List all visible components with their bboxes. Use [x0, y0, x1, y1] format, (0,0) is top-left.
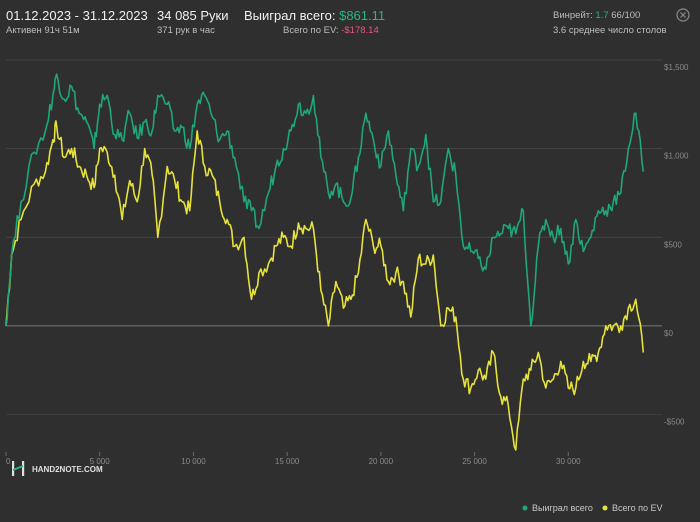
series-line-won	[5, 73, 645, 327]
hands-count: 34 085 Руки	[157, 8, 229, 23]
x-tick-label: 30 000	[556, 457, 581, 466]
x-tick-label: 25 000	[462, 457, 487, 466]
legend-swatch-won	[522, 505, 528, 511]
ev-total-value: -$178.14	[341, 25, 379, 36]
x-axis: 0 5 000 10 000 15 000 20 000 25 000 30 000	[5, 452, 581, 466]
hand2note-logo: HAND2NOTE.COM	[12, 461, 103, 476]
legend-swatch-ev	[602, 505, 608, 511]
x-tick-label: 15 000	[275, 457, 300, 466]
x-tick-label: 10 000	[181, 457, 206, 466]
ev-total: Всего по EV: -$178.14	[283, 25, 379, 36]
won-total-label: Выиграл всего:	[244, 8, 336, 23]
date-range[interactable]: 01.12.2023 - 31.12.2023	[6, 8, 148, 23]
won-total-value: $861.11	[339, 8, 386, 23]
won-total: Выиграл всего: $861.11	[244, 8, 385, 23]
ev-total-label: Всего по EV:	[283, 25, 339, 36]
hands-per-hour: 371 рук в час	[157, 25, 215, 36]
legend: Выиграл всего Всего по EV	[522, 503, 662, 513]
legend-label-ev[interactable]: Всего по EV	[612, 503, 662, 513]
winrate-value: 1.7	[595, 10, 609, 21]
avg-tables: 3.6 среднее число столов	[553, 25, 667, 36]
series-line-ev	[5, 120, 645, 451]
winrate-label: Винрейт:	[553, 10, 593, 21]
y-tick-label: $1,000	[664, 152, 689, 161]
legend-label-won[interactable]: Выиграл всего	[532, 503, 593, 513]
active-time: Активен 91ч 51м	[6, 25, 80, 36]
y-tick-label: $500	[664, 240, 682, 249]
y-tick-label: $1,500	[664, 63, 689, 72]
x-tick-label: 0	[6, 457, 11, 466]
winrate-hands: 66/100	[611, 10, 641, 21]
close-icon[interactable]	[676, 8, 690, 22]
y-tick-label: $0	[664, 329, 673, 338]
x-tick-label: 5 000	[90, 457, 111, 466]
logo-text: HAND2NOTE.COM	[32, 465, 103, 474]
winrate: Винрейт: 1.7 66/100	[553, 10, 640, 21]
series-layer	[5, 73, 645, 451]
y-tick-label: -$500	[664, 418, 685, 427]
stats-header: 01.12.2023 - 31.12.2023 Активен 91ч 51м …	[0, 0, 700, 40]
x-tick-label: 20 000	[369, 457, 394, 466]
